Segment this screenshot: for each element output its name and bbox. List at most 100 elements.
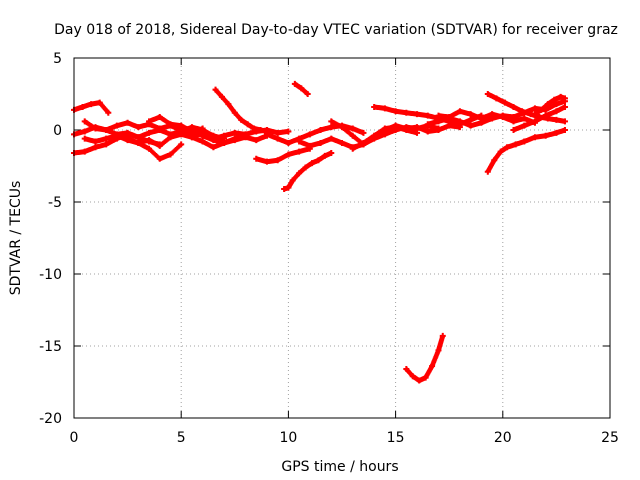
data-point [199,132,206,139]
data-point [135,139,142,146]
data-point [531,134,538,141]
data-point [285,128,292,135]
data-point [561,127,568,133]
x-axis-label: GPS time / hours [281,459,398,475]
data-point [81,128,88,135]
data-point [296,138,303,145]
data-point [521,115,528,122]
data-point [210,144,217,151]
data-point [238,116,245,123]
x-tick-label: 15 [387,430,405,446]
data-point [263,158,270,165]
data-point [146,145,153,152]
data-point [296,170,303,177]
data-point [392,108,399,115]
data-point [435,127,442,133]
data-point [403,366,410,373]
data-point [103,141,110,148]
data-point [291,80,298,87]
data-point [188,134,195,141]
data-points [71,80,568,384]
data-point [124,135,131,142]
data-point [315,157,322,164]
data-point [308,160,315,167]
data-point [317,139,324,146]
data-point [199,138,206,145]
data-point [484,91,491,97]
data-point [274,129,281,136]
data-point [349,125,356,132]
x-tick-label: 5 [177,430,186,446]
data-point [542,132,549,139]
data-point [210,137,217,144]
data-point [360,129,367,136]
series-track-22 [484,127,568,175]
data-point [88,101,95,108]
data-point [167,134,174,141]
series-track-01 [71,99,112,116]
series-track-17 [371,103,485,128]
series-track-06 [124,135,185,162]
data-point [124,129,131,136]
data-point [424,112,431,119]
data-point [435,347,442,354]
data-point [561,118,568,125]
x-tick-label: 10 [279,430,297,446]
x-tick-label: 0 [70,430,79,446]
data-point [538,106,545,113]
data-point [306,131,313,138]
data-point [274,157,281,164]
data-point [221,132,228,139]
data-point [298,85,305,92]
data-point [531,111,538,118]
data-point [135,134,142,141]
y-tick-label: -5 [48,195,62,211]
data-point [242,134,249,141]
data-point [422,374,429,381]
data-point [429,363,436,370]
data-point [381,105,388,112]
data-point [156,114,163,121]
data-point [424,121,431,128]
data-point [156,141,163,148]
data-point [499,114,506,121]
data-point [424,128,431,135]
data-point [349,145,356,152]
y-tick-label: -10 [39,267,62,283]
data-point [257,127,264,133]
data-point [231,137,238,144]
data-point [510,118,517,125]
data-point [542,112,549,119]
data-point [113,122,120,129]
data-point [531,105,538,112]
series-marker-trail [485,127,568,175]
data-point [467,111,474,118]
data-point [553,101,560,108]
data-point [491,157,498,164]
data-point [81,118,88,125]
data-point [467,116,474,123]
data-point [321,152,328,159]
data-point [105,109,112,116]
data-point [403,127,410,133]
data-point [553,108,560,115]
x-tick-label: 25 [601,430,619,446]
data-point [178,141,185,148]
data-point [339,124,345,131]
data-point [521,122,528,129]
data-point [188,128,195,135]
data-point [446,114,453,121]
data-point [302,164,309,171]
data-point [306,142,313,149]
data-point [79,103,86,110]
y-tick-label: 5 [53,51,62,67]
data-point [504,144,511,151]
data-point [561,95,568,102]
data-point [403,109,410,116]
data-point [304,91,311,97]
data-point [113,131,120,138]
data-point [510,103,517,110]
data-point [439,332,446,339]
y-tick-label: -15 [39,339,62,355]
